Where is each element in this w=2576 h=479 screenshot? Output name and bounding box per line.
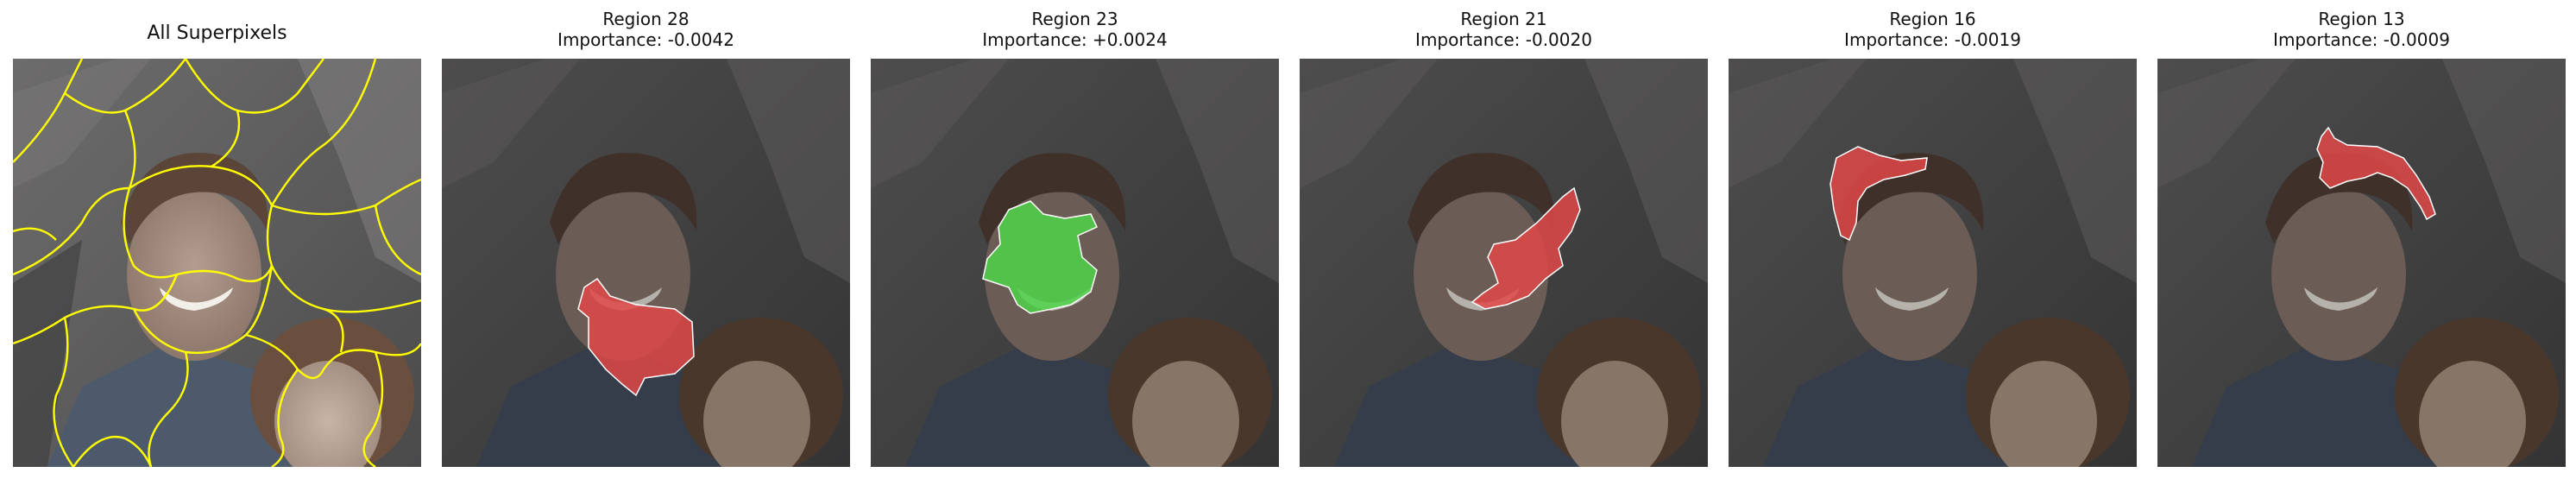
panel-title: Region 23	[1031, 9, 1118, 29]
region-photo	[1300, 59, 1708, 467]
panel-importance: Importance: -0.0020	[1415, 29, 1592, 50]
region-photo	[442, 59, 850, 467]
panel-importance: Importance: +0.0024	[982, 29, 1168, 50]
panel-importance: Importance: -0.0042	[557, 29, 734, 50]
panel-title: Region 16	[1889, 9, 1976, 29]
panel-title: Region 21	[1460, 9, 1547, 29]
superpixel-photo	[13, 59, 421, 467]
panel-region-13: Region 13 Importance: -0.0009	[2157, 0, 2566, 479]
dimmed-photo-with-region	[871, 59, 1279, 467]
panel-region-23: Region 23 Importance: +0.0024	[871, 0, 1279, 479]
dimmed-photo-with-region	[442, 59, 850, 467]
dimmed-photo-with-region	[1729, 59, 2137, 467]
panel-region-21: Region 21 Importance: -0.0020	[1300, 0, 1708, 479]
panel-region-28: Region 28 Importance: -0.0042	[442, 0, 850, 479]
panel-all-superpixels: All Superpixels	[13, 0, 421, 479]
dimmed-photo-with-region	[1300, 59, 1708, 467]
panel-title: Region 13	[2318, 9, 2405, 29]
region-photo	[2157, 59, 2566, 467]
photo-with-superpixel-boundaries	[13, 59, 421, 467]
panel-title: Region 28	[602, 9, 690, 29]
panel-title: All Superpixels	[147, 22, 287, 44]
region-photo	[1729, 59, 2137, 467]
region-photo	[871, 59, 1279, 467]
dimmed-photo-with-region	[2157, 59, 2566, 467]
panel-importance: Importance: -0.0009	[2273, 29, 2450, 50]
panel-importance: Importance: -0.0019	[1844, 29, 2021, 50]
panel-region-16: Region 16 Importance: -0.0019	[1729, 0, 2137, 479]
